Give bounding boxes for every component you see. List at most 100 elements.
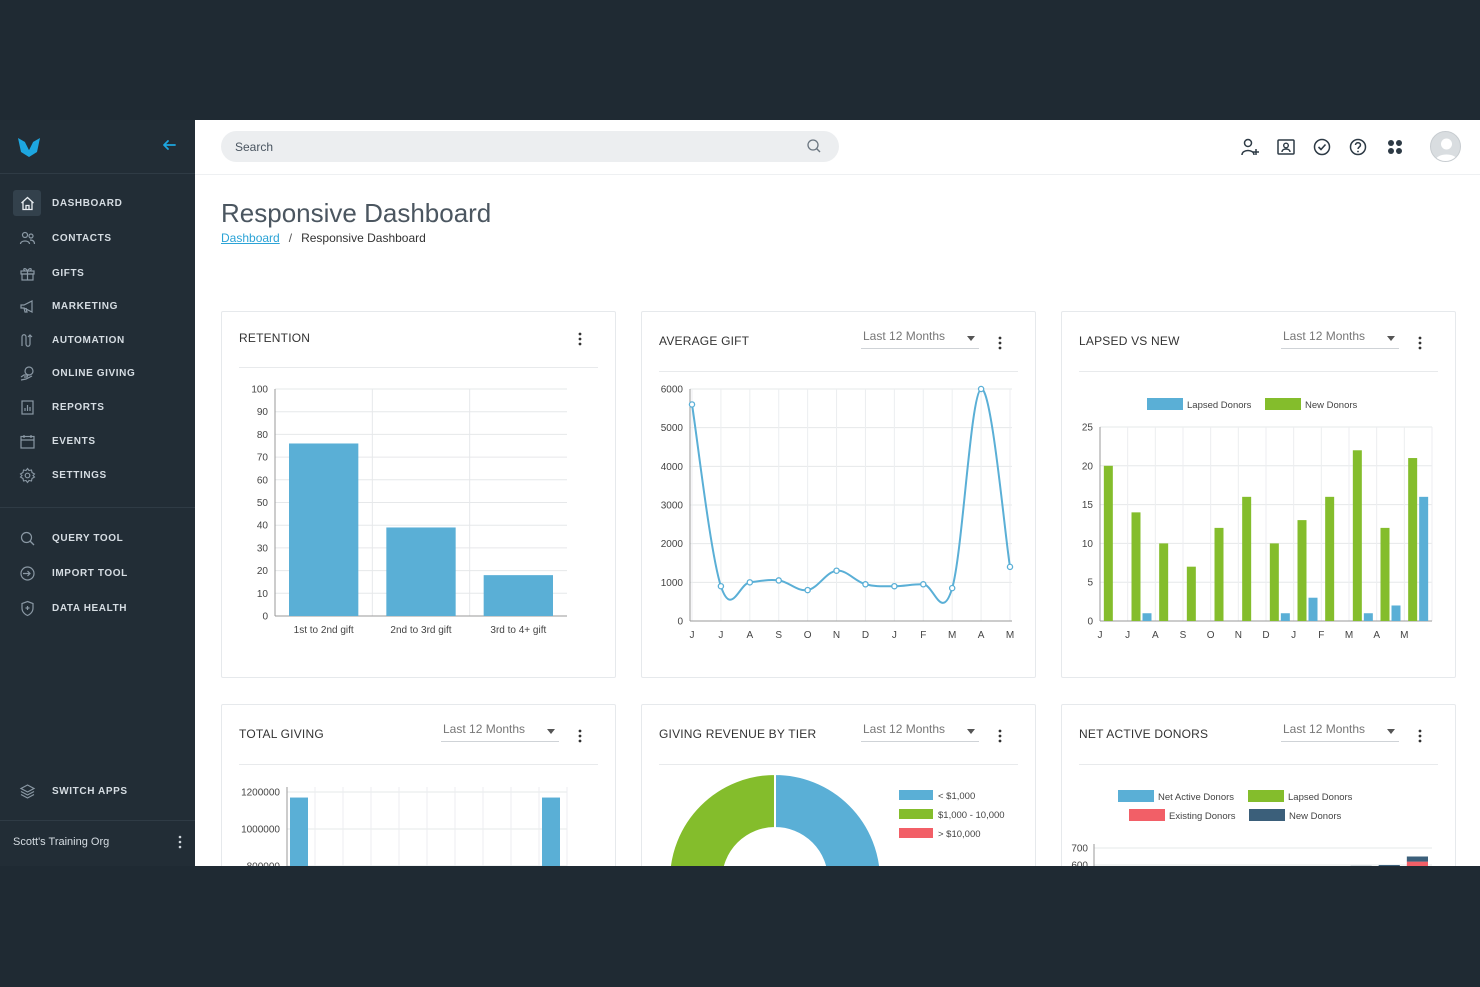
avatar[interactable]: [1430, 131, 1461, 162]
y-tick-label: 60: [257, 475, 269, 486]
total-giving-card: TOTAL GIVING Last 12 Months 800000 100000…: [221, 704, 616, 866]
add-contact-icon[interactable]: [1240, 137, 1260, 157]
bar: [1380, 527, 1390, 621]
y-tick-label: 0: [1087, 617, 1093, 628]
card-menu-icon[interactable]: [995, 728, 1005, 744]
bar: [1419, 496, 1429, 621]
retention-chart: 0 10 20 30 40 50 60 70 80 90 100 1st to 2nd gift 2nd…: [251, 385, 567, 636]
data-point: [804, 586, 811, 594]
sidebar-item-query-tool[interactable]: QUERY TOOL: [13, 525, 191, 551]
search-bar: [221, 131, 839, 162]
y-tick-label: 10: [1082, 539, 1094, 550]
legend-label: New Donors: [1289, 811, 1342, 822]
x-tick-label: S: [775, 630, 782, 641]
card-menu-icon[interactable]: [575, 728, 585, 744]
x-tick-label: M: [1400, 630, 1408, 641]
sidebar-item-marketing[interactable]: MARKETING: [13, 293, 191, 319]
card-menu-icon[interactable]: [1415, 728, 1425, 744]
collapse-sidebar-icon[interactable]: [160, 136, 178, 154]
y-tick-label: 90: [257, 407, 269, 418]
date-range-dropdown[interactable]: Last 12 Months: [1281, 327, 1399, 349]
card-divider: [659, 371, 1018, 372]
bar-segment: [1406, 856, 1428, 862]
card-menu-icon[interactable]: [995, 335, 1005, 351]
sidebar-divider: [0, 173, 195, 174]
sidebar-item-data-health[interactable]: DATA HEALTH: [13, 595, 191, 621]
x-tick-label: J: [1291, 630, 1296, 641]
sidebar-item-import-tool[interactable]: IMPORT TOOL: [13, 560, 191, 586]
legend-label: New Donors: [1305, 400, 1358, 411]
megaphone-icon: [13, 293, 41, 319]
y-tick-label: 0: [262, 612, 268, 623]
average-gift-card: AVERAGE GIFT Last 12 Months 0 1000 2000 300…: [641, 311, 1036, 678]
legend-swatch: [899, 809, 933, 819]
date-range-dropdown[interactable]: Last 12 Months: [1281, 720, 1399, 742]
card-menu-icon[interactable]: [1415, 335, 1425, 351]
x-tick-label: D: [1262, 630, 1269, 641]
sidebar-item-gifts[interactable]: GIFTS: [13, 260, 191, 286]
bar-segment: [1406, 861, 1428, 866]
total-giving-chart: 800000 1000000 1200000: [241, 787, 568, 867]
sidebar-item-settings[interactable]: SETTINGS: [13, 462, 191, 488]
sidebar-item-label: AUTOMATION: [52, 334, 125, 346]
y-tick-label: 30: [257, 543, 269, 554]
x-tick-label: 3rd to 4+ gift: [490, 625, 546, 636]
sidebar-item-reports[interactable]: REPORTS: [13, 394, 191, 420]
y-tick-label: 5000: [661, 423, 684, 434]
x-tick-label: J: [1125, 630, 1130, 641]
bar: [290, 797, 308, 866]
dropdown-value: Last 12 Months: [863, 722, 946, 736]
breadcrumb-link-dashboard[interactable]: Dashboard: [221, 231, 280, 245]
chevron-down-icon: [1387, 336, 1395, 341]
card-menu-icon[interactable]: [575, 331, 585, 347]
sidebar-item-dashboard[interactable]: DASHBOARD: [13, 190, 191, 216]
reports-icon: [13, 394, 41, 420]
legend-swatch: [1147, 398, 1183, 410]
search-input[interactable]: [235, 138, 775, 156]
y-tick-label: 600: [1071, 861, 1088, 867]
data-point: [717, 582, 725, 590]
date-range-dropdown[interactable]: Last 12 Months: [861, 720, 979, 742]
switch-apps-button[interactable]: SWITCH APPS: [13, 778, 191, 804]
bar: [1391, 605, 1401, 621]
series-line: [691, 387, 1011, 604]
y-tick-label: 40: [257, 521, 269, 532]
legend-swatch: [1118, 790, 1154, 802]
date-range-dropdown[interactable]: Last 12 Months: [441, 720, 559, 742]
x-tick-label: M: [948, 630, 956, 641]
y-tick-label: 10: [257, 589, 269, 600]
bar: [386, 527, 456, 616]
breadcrumb-current: Responsive Dashboard: [301, 231, 426, 245]
apps-grid-icon[interactable]: [1385, 137, 1405, 157]
card-divider: [659, 764, 1018, 765]
contact-card-icon[interactable]: [1276, 137, 1296, 157]
sidebar-item-events[interactable]: EVENTS: [13, 428, 191, 454]
sidebar-item-online-giving[interactable]: ONLINE GIVING: [13, 360, 191, 386]
search-icon[interactable]: [806, 138, 822, 154]
sidebar-item-label: REPORTS: [52, 401, 105, 413]
date-range-dropdown[interactable]: Last 12 Months: [861, 327, 979, 349]
card-divider: [1079, 371, 1438, 372]
chevron-down-icon: [1387, 729, 1395, 734]
sidebar-item-contacts[interactable]: CONTACTS: [13, 225, 191, 251]
card-divider: [239, 764, 598, 765]
org-menu-icon[interactable]: [175, 834, 185, 850]
legend-label: Existing Donors: [1169, 811, 1236, 822]
net-active-donors-card: NET ACTIVE DONORS Last 12 Months Net Act…: [1061, 704, 1456, 866]
dropdown-value: Last 12 Months: [443, 722, 526, 736]
x-tick-label: F: [920, 630, 926, 641]
bar: [1159, 543, 1169, 621]
legend-swatch: [1248, 790, 1284, 802]
data-point: [948, 584, 956, 592]
x-tick-label: A: [746, 630, 753, 641]
tasks-check-icon[interactable]: [1312, 137, 1332, 157]
lapsed-vs-new-card: LAPSED VS NEW Last 12 Months Lapsed Dono…: [1061, 311, 1456, 678]
bar-segment: [1378, 865, 1400, 866]
sidebar-item-automation[interactable]: AUTOMATION: [13, 327, 191, 353]
average-gift-chart: 0 1000 2000 3000 4000 5000 6000 J J A S O N D J F M A M: [661, 385, 1014, 642]
help-icon[interactable]: [1348, 137, 1368, 157]
y-tick-label: 800000: [247, 862, 281, 867]
legend-label: > $10,000: [938, 829, 981, 840]
data-point: [1006, 563, 1014, 571]
sidebar-item-label: CONTACTS: [52, 232, 112, 244]
